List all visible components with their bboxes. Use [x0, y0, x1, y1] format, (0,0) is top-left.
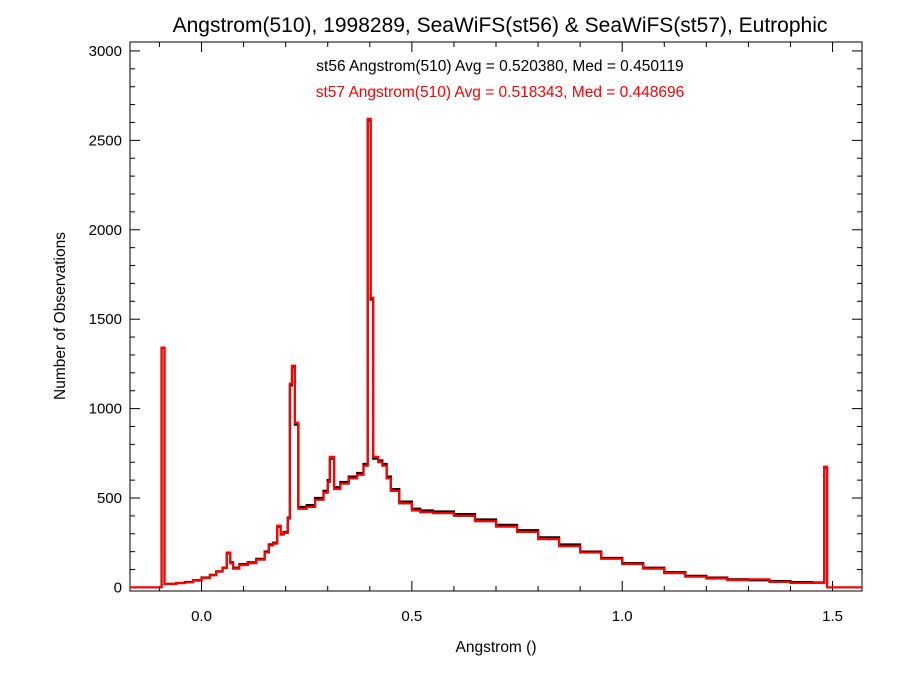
y-tick-label: 2500 — [89, 132, 122, 149]
legend-st56-stats: st56 Angstrom(510) Avg = 0.520380, Med =… — [316, 58, 683, 75]
x-tick-label: 0.0 — [191, 608, 212, 625]
y-tick-label: 0 — [114, 579, 122, 596]
x-axis-label: Angstrom () — [456, 639, 537, 656]
y-tick-label: 1000 — [89, 401, 122, 418]
x-tick-label: 1.5 — [822, 608, 843, 625]
series-st57-step-line — [130, 117, 862, 589]
y-tick-label: 500 — [97, 490, 122, 507]
legend-st57-stats: st57 Angstrom(510) Avg = 0.518343, Med =… — [316, 84, 685, 101]
plot-frame — [129, 41, 863, 592]
y-tick-label: 2000 — [89, 222, 122, 239]
x-tick-label: 0.5 — [401, 608, 422, 625]
y-axis-label: Number of Observations — [52, 232, 69, 400]
chart-title: Angstrom(510), 1998289, SeaWiFS(st56) & … — [173, 14, 828, 37]
y-tick-label: 3000 — [89, 43, 122, 60]
y-tick-label: 1500 — [89, 311, 122, 328]
x-tick-label: 1.0 — [612, 608, 633, 625]
series-st56-step-line — [130, 119, 862, 589]
